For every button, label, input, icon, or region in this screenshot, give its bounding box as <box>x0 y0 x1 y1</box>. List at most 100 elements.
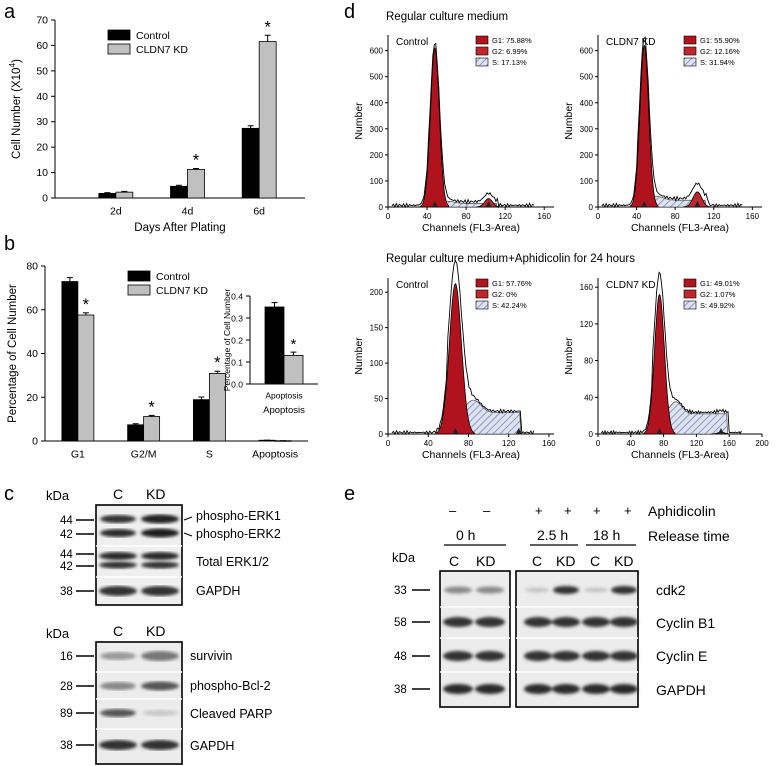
sign: + <box>564 503 572 518</box>
legend-label: G2: 6.99% <box>492 47 528 56</box>
y-tick-label: 0 <box>589 430 594 439</box>
band <box>444 586 472 594</box>
label-cyclin-e: Cyclin E <box>656 648 707 664</box>
band <box>524 684 552 694</box>
release-time-label: Release time <box>648 528 730 544</box>
bar-kd <box>115 191 134 199</box>
band <box>141 552 179 560</box>
x-tick-label: 2d <box>110 206 122 218</box>
raw-histogram-line <box>391 42 535 209</box>
y-tick-label: 20 <box>26 392 38 404</box>
band <box>141 681 179 691</box>
significance-star: * <box>193 152 200 170</box>
lane-kd: KD <box>614 553 633 569</box>
c-kda-top: kDa <box>46 488 70 503</box>
g2-peak <box>682 191 712 208</box>
y-tick-label: 500 <box>580 73 594 82</box>
y-tick-label: 0 <box>32 436 38 448</box>
legend-swatch <box>475 300 489 310</box>
lane-kd: KD <box>556 553 575 569</box>
y-tick-label: 30 <box>36 116 48 128</box>
peak-marker <box>641 201 648 207</box>
bar-kd <box>77 314 95 442</box>
bar-control <box>61 281 79 442</box>
chart-cell-cycle-percentage: 0 20 40 60 80 G1 * G2/M * S * Apoptosis Control CLDN7… <box>7 261 308 461</box>
band <box>476 586 504 594</box>
time-0h: 0 h <box>456 527 475 543</box>
band <box>610 617 638 627</box>
x-tick-label: 80 <box>671 212 680 221</box>
peak-marker <box>485 201 492 207</box>
label-gapdh: GAPDH <box>196 584 240 598</box>
x-tick-label: 80 <box>659 439 668 448</box>
legend-swatch <box>107 43 131 55</box>
bar-control <box>192 399 210 442</box>
band <box>141 586 179 596</box>
sign: – <box>483 503 491 518</box>
g1-peak <box>643 294 676 435</box>
y-axis-label: Number <box>563 102 575 140</box>
band <box>99 561 137 569</box>
legend-swatch <box>475 46 489 56</box>
x-axis-label: Channels (FL3-Area) <box>422 449 520 461</box>
x-tick-label: Apoptosis <box>252 449 298 461</box>
x-tick-label: 40 <box>632 212 641 221</box>
legend-label: S: 42.24% <box>492 301 527 310</box>
bar-control <box>170 185 188 199</box>
panel-letter-e: e <box>344 483 355 505</box>
band <box>141 651 179 661</box>
y-tick-label: 0.4 <box>231 292 243 302</box>
label-gapdh: GAPDH <box>656 682 706 698</box>
time-18h: 18 h <box>593 527 620 543</box>
y-tick-label: 0.3 <box>231 314 243 324</box>
y-tick-label: 600 <box>370 47 384 56</box>
band <box>99 740 137 750</box>
y-tick-label: 160 <box>580 283 594 292</box>
x-tick-label: 0 <box>596 439 601 448</box>
panel-letter-d: d <box>344 1 355 23</box>
legend-label: G1: 49.01% <box>700 279 740 288</box>
histogram-label: Control <box>396 37 428 48</box>
raw-histogram-line <box>391 259 535 436</box>
label-cdk2: cdk2 <box>656 582 686 598</box>
legend-label: S: 49.92% <box>700 301 735 310</box>
y-tick-label: 0 <box>379 430 384 439</box>
lane-kd: KD <box>476 553 495 569</box>
y-axis-label: Cell Number (X104) <box>7 59 23 159</box>
legend-label: G2: 12.16% <box>700 47 740 56</box>
legend-swatch <box>683 278 697 288</box>
histogram-label: Control <box>396 280 428 291</box>
bar-kd <box>143 416 161 442</box>
y-tick-label: 50 <box>374 395 383 404</box>
peak-marker <box>515 428 522 434</box>
g1-peak <box>420 47 450 208</box>
peak-marker <box>694 201 701 207</box>
sign: – <box>449 503 457 518</box>
aphidicolin-label: Aphidicolin <box>648 503 716 519</box>
band <box>141 740 179 750</box>
d-title-bottom: Regular culture medium+Aphidicolin for 2… <box>386 253 635 265</box>
band <box>100 709 136 717</box>
marker-38: 38 <box>394 684 407 696</box>
band <box>552 617 580 627</box>
band <box>552 651 580 661</box>
marker-38: 38 <box>60 740 73 752</box>
y-tick-label: 0.2 <box>231 336 243 346</box>
histogram-control-aphidicolin: 0 50 100 150 200 0 40 80 120 160 Channels (FL3-Are… <box>353 259 556 461</box>
bar-kd <box>283 354 304 385</box>
x-axis-label: Channels (FL3-Area) <box>631 222 729 234</box>
x-tick-label: 80 <box>462 212 471 221</box>
y-tick-label: 100 <box>580 177 594 186</box>
band <box>582 617 610 627</box>
bar-control <box>98 193 117 199</box>
x-tick-label: 40 <box>626 439 635 448</box>
raw-histogram-line <box>600 271 742 436</box>
x-tick-label: 120 <box>707 212 721 221</box>
band <box>141 514 179 524</box>
lane-c: C <box>590 553 600 569</box>
western-blot-e: – – + + + + Aphidicolin 0 h 2.5 h 18 h R… <box>392 503 730 708</box>
legend-swatch <box>475 57 489 67</box>
y-tick-label: 40 <box>584 393 593 402</box>
band <box>100 682 136 690</box>
x-tick-label: 200 <box>755 439 769 448</box>
